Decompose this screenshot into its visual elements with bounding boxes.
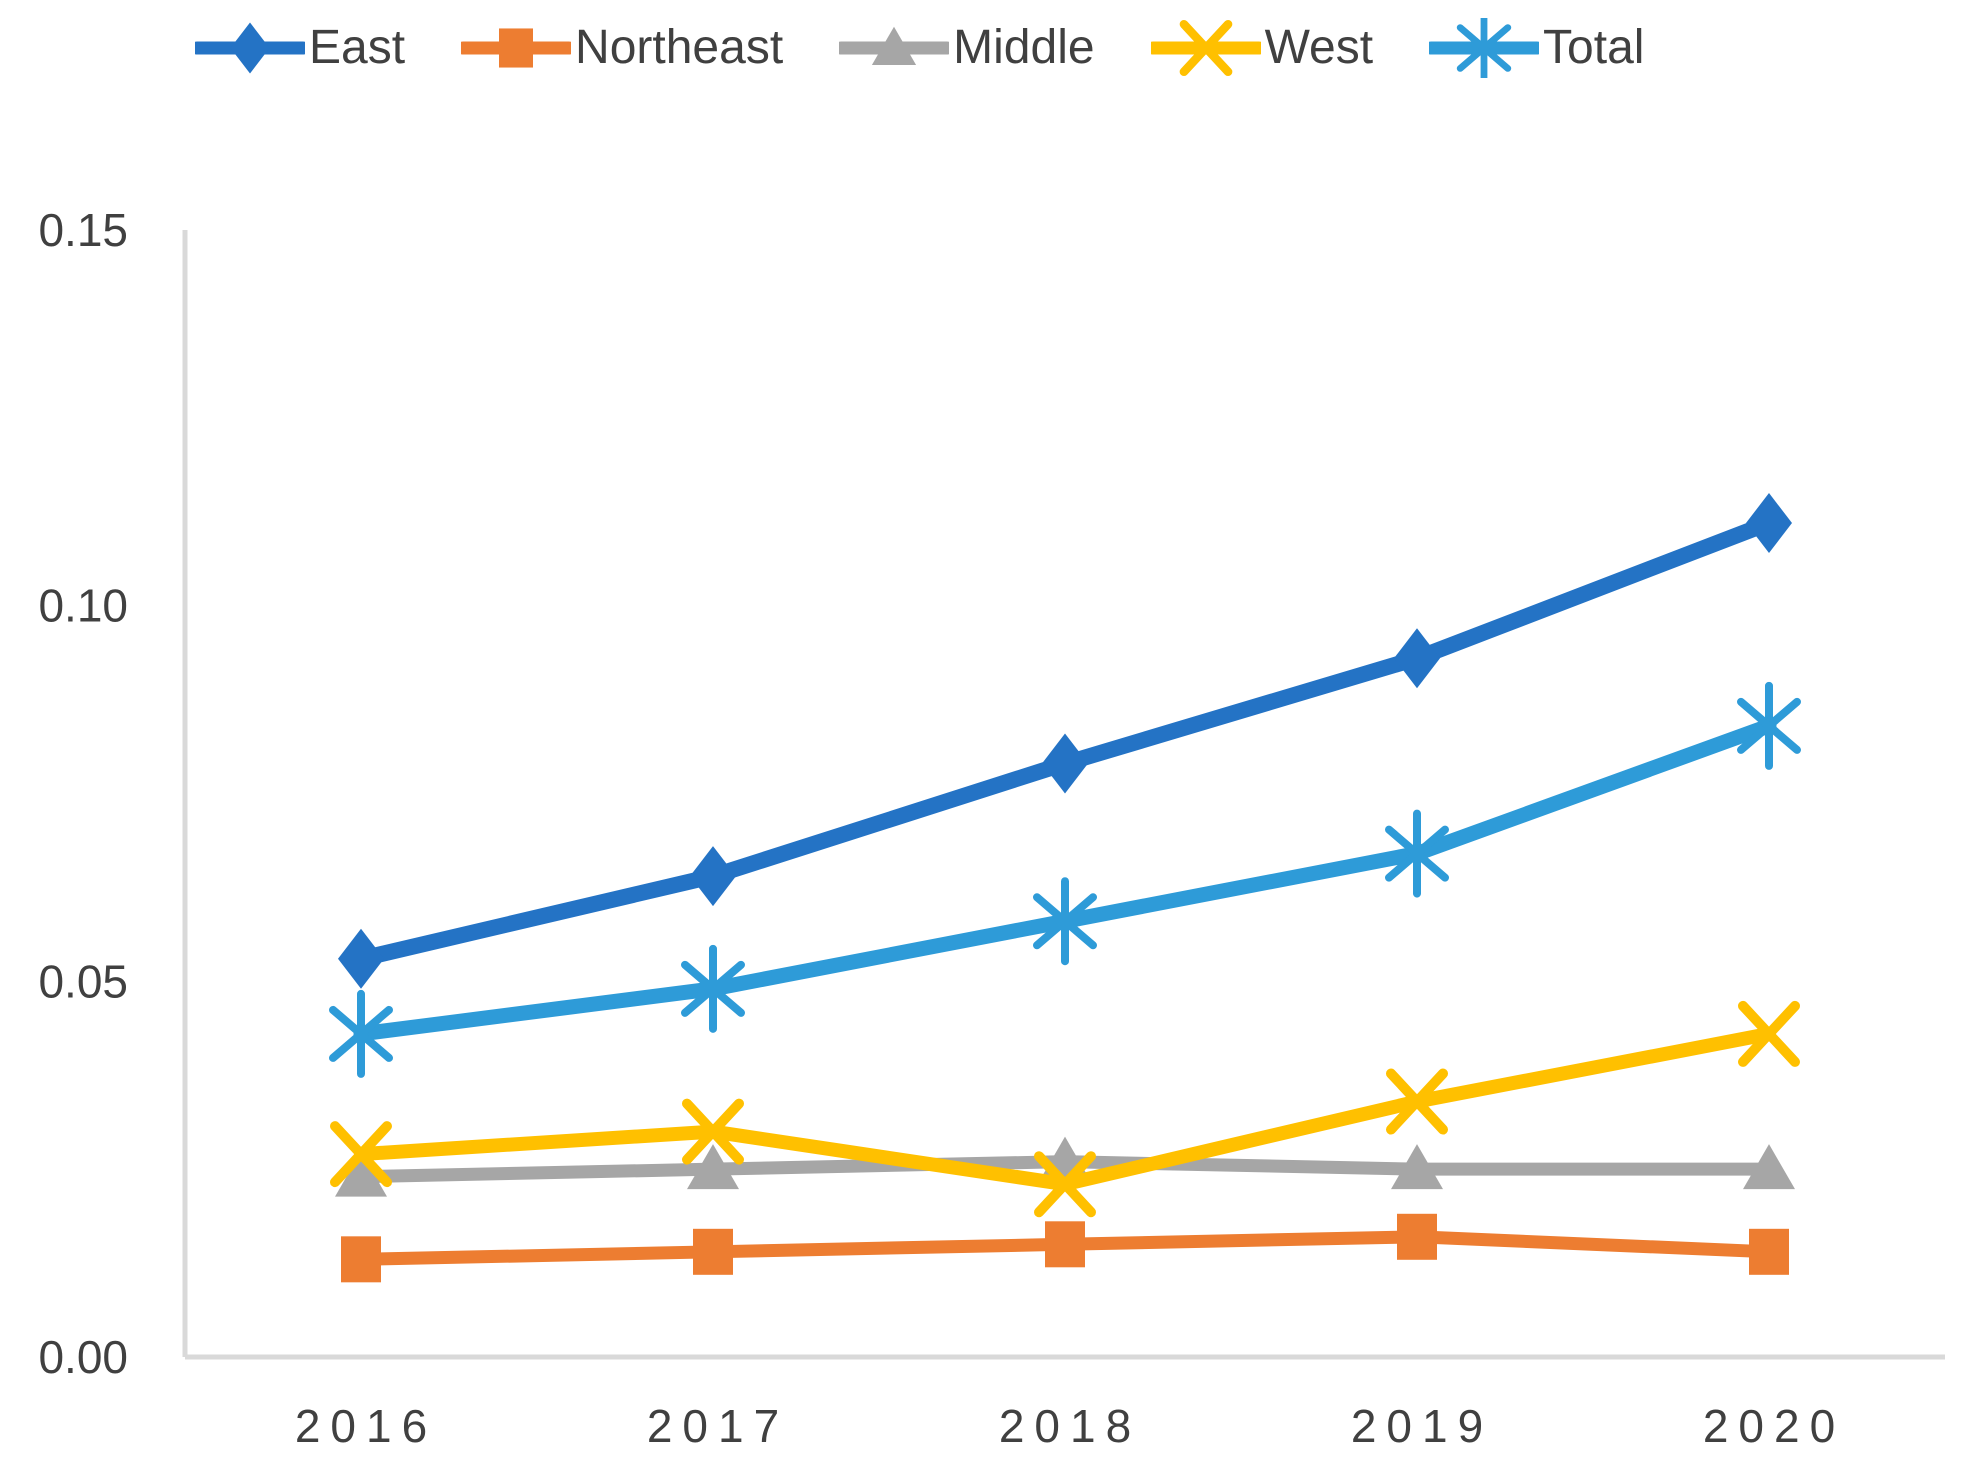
- series-total: [329, 681, 1801, 1078]
- total-asterisk-marker-icon: [1429, 18, 1540, 78]
- series-east: [338, 493, 1792, 989]
- legend-item-east: East: [195, 18, 405, 78]
- legend-label-middle: Middle: [953, 21, 1095, 74]
- y-tick-label: 0.15: [38, 204, 128, 256]
- east-diamond-marker-icon: [195, 22, 305, 74]
- series-northeast: [341, 1213, 1789, 1283]
- middle-triangle-marker-icon: [839, 26, 950, 65]
- legend-label-east: East: [309, 21, 406, 74]
- x-tick-label: 2020: [1703, 1400, 1845, 1452]
- legend-item-middle: Middle: [839, 18, 1095, 78]
- y-tick-label: 0.10: [38, 580, 128, 632]
- legend-label-total: Total: [1543, 21, 1645, 74]
- y-tick-label: 0.05: [38, 955, 128, 1007]
- x-tick-label: 2017: [647, 1400, 789, 1452]
- x-tick-label: 2016: [295, 1400, 437, 1452]
- northeast-square-marker-icon: [461, 28, 572, 68]
- legend-label-west: West: [1264, 21, 1374, 74]
- x-tick-label: 2019: [1351, 1400, 1493, 1452]
- legend-item-west: West: [1150, 18, 1374, 78]
- legend-label-northeast: Northeast: [575, 21, 784, 74]
- chart-legend: East Northeast Middle West Total: [195, 18, 1644, 78]
- y-tick-label: 0.00: [38, 1331, 128, 1383]
- x-tick-label: 2018: [999, 1400, 1141, 1452]
- series-west: [330, 1000, 1800, 1218]
- legend-item-northeast: Northeast: [461, 18, 783, 78]
- legend-item-total: Total: [1429, 18, 1644, 78]
- west-x-marker-icon: [1150, 19, 1261, 77]
